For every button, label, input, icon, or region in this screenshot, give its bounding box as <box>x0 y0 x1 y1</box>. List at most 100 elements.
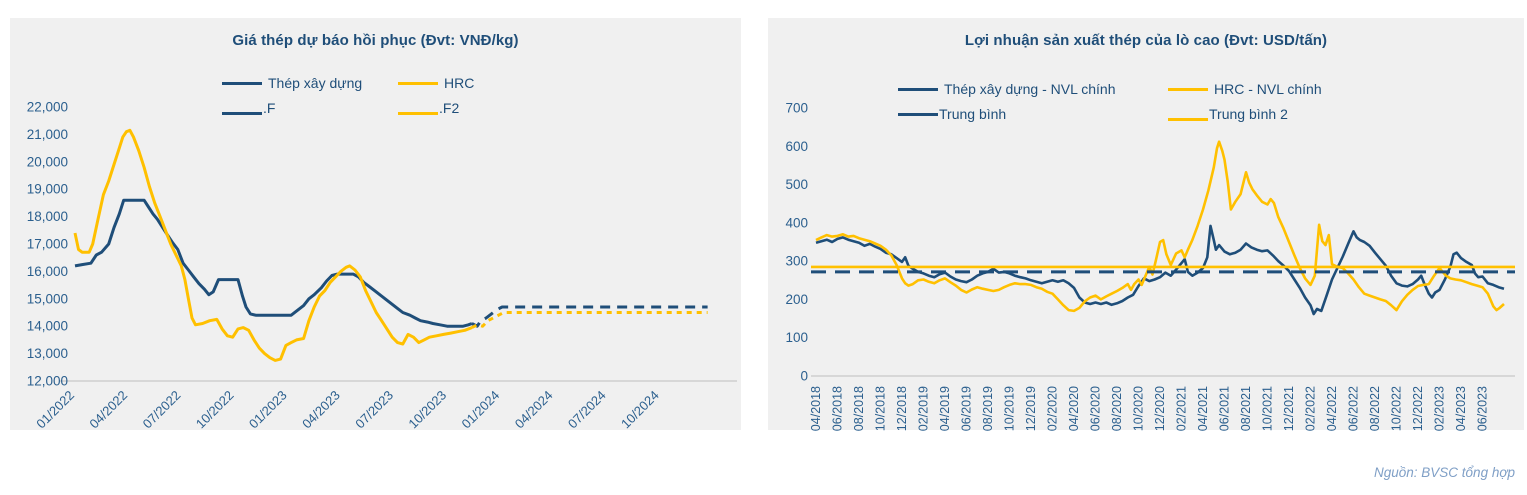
y-tick-label: 200 <box>785 292 808 307</box>
x-tick-label: 12/2021 <box>1282 386 1296 431</box>
left-chart-plot-area: 12,000 13,000 14,000 15,000 16,000 17,000 18,0… <box>27 100 737 432</box>
legend-item-hrc-nvl: HRC - NVL chính <box>1168 80 1322 98</box>
x-tick-label: 08/2020 <box>1110 386 1124 431</box>
x-tick-label: 07/2024 <box>565 388 609 432</box>
y-tick-label: 21,000 <box>27 127 68 142</box>
legend-label: Trung bình <box>939 106 1007 122</box>
series-line <box>73 128 473 362</box>
series-line <box>74 198 473 328</box>
x-tick-label: 01/2024 <box>459 388 503 432</box>
legend-item-f2-forecast: .F2 <box>398 99 474 117</box>
legend-item-thep-xay-dung: Thép xây dựng <box>222 74 398 92</box>
x-tick-label: 10/2019 <box>1003 386 1017 431</box>
x-tick-label: 08/2022 <box>1368 386 1382 431</box>
x-tick-label: 04/2019 <box>938 386 952 431</box>
x-tick-label: 04/2021 <box>1196 386 1210 431</box>
y-tick-label: 0 <box>800 369 808 384</box>
legend-label: Thép xây dựng <box>268 75 363 91</box>
x-tick-label: 12/2019 <box>1024 386 1038 431</box>
x-tick-label: 10/2022 <box>193 388 237 432</box>
y-tick-label: 700 <box>785 101 808 116</box>
x-tick-label: 02/2020 <box>1046 386 1060 431</box>
line-swatch <box>398 112 438 115</box>
x-tick-label: 10/2024 <box>618 388 662 432</box>
x-tick-label: 04/2022 <box>1325 386 1339 431</box>
x-tick-label: 08/2018 <box>852 386 866 431</box>
x-tick-label: 06/2023 <box>1476 386 1490 431</box>
x-tick-label: 08/2019 <box>981 386 995 431</box>
x-tick-label: 08/2021 <box>1239 386 1253 431</box>
y-tick-label: 100 <box>785 330 808 345</box>
legend-label: .F <box>263 100 276 116</box>
x-tick-label: 12/2018 <box>895 386 909 431</box>
legend-item-trung-binh-2: Trung bình 2 <box>1168 105 1322 123</box>
x-tick-label: 10/2023 <box>405 388 449 432</box>
x-tick-label: 01/2023 <box>246 388 290 432</box>
left-chart-legend: Thép xây dựng HRC .F .F2 <box>222 74 474 117</box>
x-tick-label: 10/2018 <box>874 386 888 431</box>
series-line <box>815 224 1505 316</box>
legend-label: Trung bình 2 <box>1209 106 1288 122</box>
x-tick-label: 04/2023 <box>299 388 343 432</box>
legend-item-trung-binh: Trung bình <box>898 105 1168 123</box>
series-line <box>471 311 708 329</box>
line-swatch <box>398 81 438 85</box>
right-chart-title: Lợi nhuận sản xuất thép của lò cao (Đvt:… <box>964 32 1328 49</box>
y-tick-label: 400 <box>785 215 808 230</box>
legend-item-f-forecast: .F <box>222 99 398 117</box>
line-swatch <box>222 112 262 115</box>
x-tick-label: 02/2023 <box>1433 386 1447 431</box>
x-tick-label: 07/2022 <box>140 388 184 432</box>
left-chart-title: Giá thép dự báo hồi phục (Đvt: VNĐ/kg) <box>232 32 519 49</box>
x-tick-label: 06/2018 <box>831 386 845 431</box>
x-tick-label: 02/2021 <box>1175 386 1189 431</box>
legend-label: HRC - NVL chính <box>1214 81 1322 97</box>
x-tick-label: 06/2022 <box>1347 386 1361 431</box>
x-tick-label: 04/2024 <box>512 388 556 432</box>
source-note: Nguồn: BVSC tổng hợp <box>1374 465 1515 480</box>
x-tick-label: 06/2020 <box>1089 386 1103 431</box>
y-tick-label: 300 <box>785 254 808 269</box>
x-tick-label: 07/2023 <box>352 388 396 432</box>
y-tick-label: 16,000 <box>27 264 68 279</box>
line-swatch <box>222 81 262 85</box>
x-tick-label: 10/2022 <box>1390 386 1404 431</box>
x-tick-label: 06/2021 <box>1218 386 1232 431</box>
line-swatch <box>1168 87 1208 91</box>
line-swatch <box>1168 118 1208 121</box>
y-tick-label: 13,000 <box>27 346 68 361</box>
legend-item-thep-xay-dung-nvl: Thép xây dựng - NVL chính <box>898 80 1168 98</box>
legend-label: Thép xây dựng - NVL chính <box>944 81 1116 97</box>
x-tick-label: 04/2022 <box>86 388 130 432</box>
x-tick-label: 10/2020 <box>1132 386 1146 431</box>
x-tick-label: 02/2022 <box>1304 386 1318 431</box>
y-tick-label: 12,000 <box>27 374 68 389</box>
right-chart-plot-area: 0 100 200 300 400 500 600 700 04/2018 06/2018 08/2… <box>785 101 1515 431</box>
y-tick-label: 14,000 <box>27 319 68 334</box>
x-tick-label: 06/2019 <box>960 386 974 431</box>
y-tick-label: 18,000 <box>27 209 68 224</box>
x-tick-label: 12/2022 <box>1411 386 1425 431</box>
line-swatch <box>898 112 938 116</box>
legend-item-hrc: HRC <box>398 74 474 92</box>
legend-label: .F2 <box>439 100 460 116</box>
y-tick-label: 19,000 <box>27 182 68 197</box>
steel-price-forecast-chart-card: Giá thép dự báo hồi phục (Đvt: VNĐ/kg) T… <box>10 18 741 432</box>
line-swatch <box>898 87 938 91</box>
y-tick-label: 600 <box>785 139 808 154</box>
x-tick-label: 02/2019 <box>917 386 931 431</box>
series-line <box>471 305 708 328</box>
y-tick-label: 17,000 <box>27 237 68 252</box>
y-tick-label: 15,000 <box>27 291 68 306</box>
x-tick-label: 10/2021 <box>1261 386 1275 431</box>
legend-label: HRC <box>444 75 475 91</box>
series-line <box>815 140 1505 313</box>
y-tick-label: 20,000 <box>27 154 68 169</box>
x-tick-label: 04/2020 <box>1067 386 1081 431</box>
x-tick-label: 01/2022 <box>33 388 77 432</box>
blast-furnace-profit-chart-card: Lợi nhuận sản xuất thép của lò cao (Đvt:… <box>768 18 1524 431</box>
x-tick-label: 04/2018 <box>809 386 823 431</box>
y-tick-label: 500 <box>785 177 808 192</box>
right-chart-legend: Thép xây dựng - NVL chính HRC - NVL chín… <box>898 80 1322 123</box>
x-tick-label: 04/2023 <box>1454 386 1468 431</box>
